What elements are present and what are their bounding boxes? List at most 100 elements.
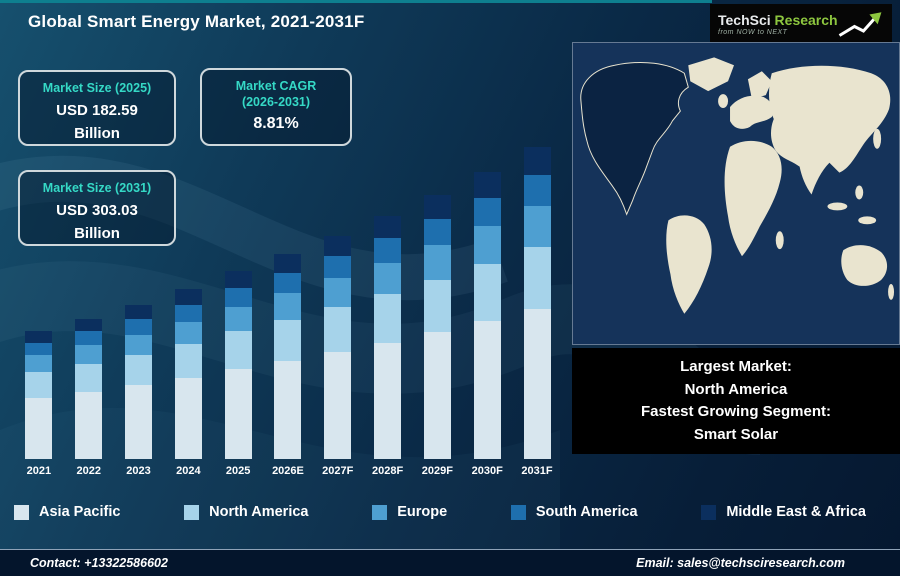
x-axis-label: 2028F bbox=[371, 465, 404, 477]
contact-text: Contact: +13322586602 bbox=[30, 556, 168, 570]
map-scandinavia bbox=[747, 71, 772, 100]
x-axis-label: 2024 bbox=[176, 465, 201, 477]
bar-segment bbox=[324, 307, 352, 352]
bar-stack bbox=[224, 270, 252, 459]
legend-label: Europe bbox=[397, 504, 448, 520]
bar-segment bbox=[523, 246, 551, 309]
stat-value: 8.81% bbox=[253, 115, 299, 133]
bar-column: 2031F bbox=[512, 126, 562, 478]
bar-segment bbox=[174, 321, 202, 344]
x-axis-label: 2030F bbox=[471, 465, 503, 477]
x-axis-label: 2022 bbox=[76, 465, 101, 477]
bar-column: 2025 bbox=[213, 126, 263, 478]
map-new-zealand bbox=[888, 283, 895, 300]
stat-label: (2026-2031) bbox=[241, 94, 311, 109]
bar-segment bbox=[75, 345, 103, 364]
bar-segment bbox=[224, 331, 252, 369]
bar-segment bbox=[324, 278, 352, 308]
bar-chart: 2021 2022 2023 2024 2025 2026E 2027F 2028F 2029F… bbox=[14, 126, 562, 478]
logo-text: TechSci Research from NOW to NEXT bbox=[718, 13, 838, 36]
map-japan bbox=[873, 128, 882, 149]
bar-segment bbox=[224, 368, 252, 459]
x-axis-label: 2023 bbox=[126, 465, 151, 477]
bar-stack bbox=[423, 195, 451, 459]
map-new-guinea bbox=[858, 216, 877, 225]
stat-label: Market Size (2031) bbox=[42, 181, 152, 195]
bar-stack bbox=[75, 318, 103, 459]
x-axis-label: 2027F bbox=[322, 465, 354, 477]
bar-segment bbox=[125, 334, 153, 355]
bar-column: 2027F bbox=[313, 126, 363, 478]
bar-segment bbox=[423, 218, 451, 246]
bar-column: 2023 bbox=[114, 126, 164, 478]
bar-segment bbox=[473, 263, 501, 322]
bar-segment bbox=[274, 254, 302, 273]
map-australia bbox=[841, 245, 888, 286]
world-map bbox=[573, 43, 899, 344]
bar-segment bbox=[274, 293, 302, 320]
bar-segment bbox=[125, 354, 153, 386]
email-text: Email: sales@techsciresearch.com bbox=[636, 556, 845, 570]
legend-swatch bbox=[184, 504, 200, 520]
x-axis-label: 2031F bbox=[521, 465, 553, 477]
bar-segment bbox=[125, 319, 153, 335]
market-cagr-box: Market CAGR (2026-2031) 8.81% bbox=[200, 68, 352, 146]
x-axis-label: 2026E bbox=[272, 465, 304, 477]
x-axis-label: 2029F bbox=[421, 465, 453, 477]
bar-column: 2021 bbox=[14, 126, 64, 478]
bar-segment bbox=[25, 342, 53, 356]
map-south-america bbox=[666, 215, 712, 314]
map-asia bbox=[769, 65, 891, 195]
bar-segment bbox=[423, 195, 451, 219]
bar-segment bbox=[274, 360, 302, 459]
stat-value: USD 303.03 bbox=[56, 201, 138, 219]
logo-name: TechSci Research bbox=[718, 13, 838, 28]
bar-segment bbox=[324, 352, 352, 459]
bar-segment bbox=[75, 391, 103, 459]
legend-swatch bbox=[372, 504, 388, 520]
bar-segment bbox=[423, 245, 451, 280]
bar-segment bbox=[523, 146, 551, 175]
bar-segment bbox=[423, 332, 451, 459]
market-size-2031-box: Market Size (2031) USD 303.03 Billion bbox=[18, 170, 176, 246]
bar-stack bbox=[25, 331, 53, 459]
page-title: Global Smart Energy Market, 2021-2031F bbox=[28, 12, 365, 31]
bar-segment bbox=[473, 226, 501, 264]
bar-segment bbox=[174, 289, 202, 305]
bar-segment bbox=[374, 342, 402, 459]
bar-segment bbox=[75, 363, 103, 392]
x-axis-label: 2021 bbox=[26, 465, 52, 477]
stat-value: USD 182.59 bbox=[56, 101, 138, 119]
stat-label: Market CAGR bbox=[235, 79, 317, 93]
legend-item: Middle East & Africa bbox=[701, 504, 866, 520]
bar-segment bbox=[25, 372, 53, 398]
map-africa bbox=[724, 140, 782, 257]
bar-segment bbox=[25, 397, 53, 459]
bar-stack bbox=[174, 289, 202, 459]
map-greenland bbox=[688, 57, 735, 92]
techsci-logo: TechSci Research from NOW to NEXT bbox=[710, 4, 892, 46]
bar-segment bbox=[473, 197, 501, 227]
legend-swatch bbox=[701, 504, 717, 520]
bar-segment bbox=[423, 279, 451, 333]
bar-stack bbox=[274, 254, 302, 459]
map-philippines bbox=[855, 185, 864, 200]
bar-segment bbox=[523, 174, 551, 206]
callout-largest-market-value: North America bbox=[684, 380, 788, 398]
bar-stack bbox=[473, 171, 501, 459]
bar-stack bbox=[324, 236, 352, 459]
bar-segment bbox=[324, 236, 352, 257]
legend-label: North America bbox=[209, 504, 309, 520]
stat-label: Market Size (2025) bbox=[42, 81, 152, 95]
bar-segment bbox=[75, 318, 103, 332]
map-indonesia bbox=[827, 202, 848, 211]
x-axis-label: 2025 bbox=[225, 465, 251, 477]
map-madagascar bbox=[775, 231, 784, 250]
legend-item: Europe bbox=[372, 504, 447, 520]
bar-stack bbox=[523, 146, 551, 459]
legend-item: North America bbox=[184, 504, 309, 520]
legend-swatch bbox=[510, 504, 526, 520]
legend-item: South America bbox=[510, 504, 638, 520]
legend-item: Asia Pacific bbox=[14, 504, 120, 520]
bar-segment bbox=[374, 238, 402, 263]
